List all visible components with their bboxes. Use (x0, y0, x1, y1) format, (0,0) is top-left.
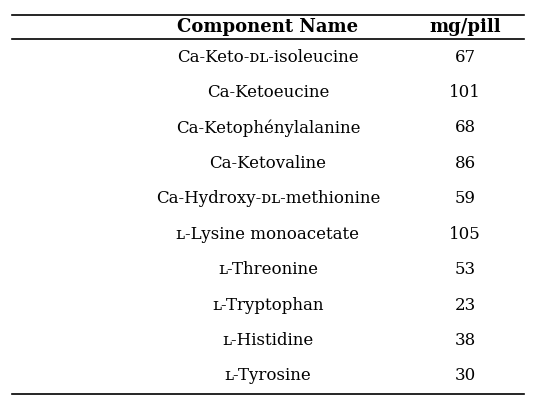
Text: 23: 23 (455, 297, 476, 314)
Text: Ca-Ketophénylalanine: Ca-Ketophénylalanine (176, 119, 360, 137)
Text: 67: 67 (455, 49, 476, 66)
Text: 105: 105 (449, 226, 481, 243)
Text: 30: 30 (455, 368, 476, 384)
Text: ʟ-Tyrosine: ʟ-Tyrosine (225, 368, 311, 384)
Text: Ca-Ketovaline: Ca-Ketovaline (210, 155, 326, 172)
Text: ʟ-Tryptophan: ʟ-Tryptophan (212, 297, 324, 314)
Text: ʟ-Histidine: ʟ-Histidine (222, 332, 314, 349)
Text: ʟ-Threonine: ʟ-Threonine (218, 261, 318, 278)
Text: ʟ-Lysine monoacetate: ʟ-Lysine monoacetate (176, 226, 360, 243)
Text: 59: 59 (455, 190, 476, 207)
Text: 53: 53 (455, 261, 476, 278)
Text: mg/pill: mg/pill (429, 19, 501, 36)
Text: Component Name: Component Name (177, 19, 359, 36)
Text: 38: 38 (455, 332, 476, 349)
Text: 86: 86 (455, 155, 476, 172)
Text: Ca-Keto-ᴅʟ-isoleucine: Ca-Keto-ᴅʟ-isoleucine (177, 49, 359, 66)
Text: Ca-Hydroxy-ᴅʟ-methionine: Ca-Hydroxy-ᴅʟ-methionine (156, 190, 380, 207)
Text: Ca-Ketoeucine: Ca-Ketoeucine (207, 84, 329, 101)
Text: 101: 101 (449, 84, 481, 101)
Text: 68: 68 (455, 119, 476, 137)
